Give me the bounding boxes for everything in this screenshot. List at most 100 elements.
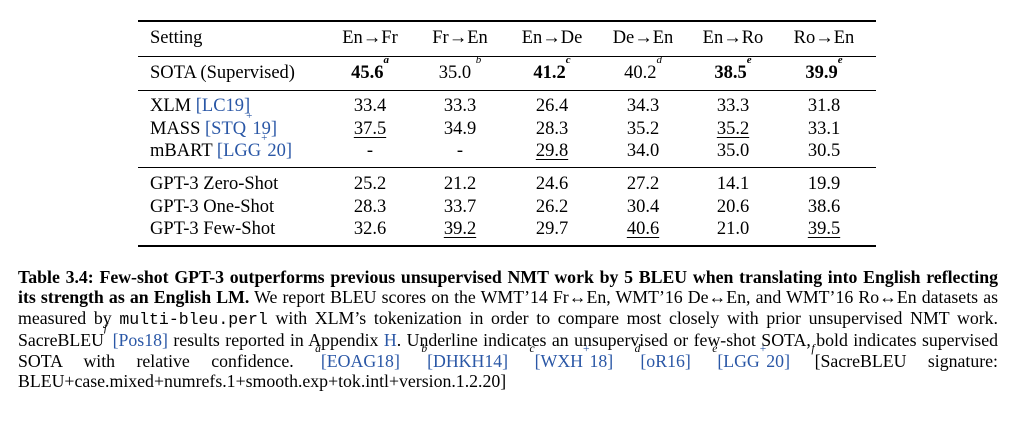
row-name: GPT-3 Few-Shot [150,219,276,239]
header-de-en: De→En [612,28,674,48]
table-cell: 24.6 [512,173,592,195]
table-cell: 21.0 [693,218,773,240]
footnote-marker: d [634,342,641,355]
cell-value: 29.8 [535,141,569,161]
caption-label: Table 3.4: [18,267,94,287]
sota-cell: 39.9e [784,55,864,84]
table-cell: 28.3 [330,196,410,218]
caption-text-3: results reported in Appendix [173,330,379,351]
caption-final-text: [SacreBLEU signature: BLEU+case.mixed+nu… [18,350,999,392]
cell-value: 33.3 [716,96,750,116]
citation-link[interactable]: [Pos18] [112,330,168,351]
header-rule [138,56,876,57]
cell-value: 33.3 [443,96,477,116]
row-name: GPT-3 Zero-Shot [150,174,279,194]
header-en-fr: En→Fr [342,28,398,48]
citation-link[interactable]: [EOAG18] [320,350,400,371]
citation-link[interactable]: [LC19] [195,96,251,116]
appendix-link[interactable]: H [383,330,397,351]
cell-value: 40.6 [626,219,660,239]
table-cell: 37.5 [330,118,410,140]
cell-value: 39.2 [443,219,477,239]
sota-row: SOTA (Supervised) 45.6a 35.0 b 41.2c 40.2d 3… [138,55,876,84]
sota-cell: 38.5e [693,55,773,84]
citation-link[interactable]: [STQ+19] [205,109,278,139]
table-bottom-rule [138,245,876,247]
cell-value: 33.4 [353,96,387,116]
table-top-rule [138,20,876,22]
table-cell: 26.2 [512,196,592,218]
row-name: MASS [150,118,206,139]
table-cell: - [420,140,500,162]
table-cell: 21.2 [420,173,500,195]
row-name: mBART [150,141,217,161]
table-cell: 34.0 [603,140,683,162]
table-row: GPT-3 Zero-Shot 25.2 21.2 24.6 27.2 14.1 19.9 [138,173,876,195]
cell-value: 35.2 [716,118,750,139]
row-label: mBART [LGG+20] [150,132,292,162]
table-cell: 19.9 [784,173,864,195]
table-cell: 27.2 [603,173,683,195]
cell-value: 26.4 [535,96,569,116]
row-label: XLM [LC19] [150,95,250,117]
cell-value: 28.3 [535,118,569,139]
cell-value: 25.2 [353,174,387,194]
table-row: GPT-3 One-Shot 28.3 33.7 26.2 30.4 20.6 38.6 [138,196,876,218]
citation-sup: + [246,109,253,122]
footnote-marker: b [475,54,482,66]
citation-link[interactable]: [WXH+18] [534,342,614,371]
footnote-marker: d [656,54,662,66]
table-cell: 30.4 [603,196,683,218]
table-cell: 25.2 [330,173,410,195]
citation-link[interactable]: [oR16] [640,350,691,371]
citation-link[interactable]: [LGG+20] [216,132,292,162]
cell-value: 32.6 [353,219,387,239]
cell-value: 21.0 [716,219,750,239]
table-cell: 33.3 [420,95,500,117]
cell-value: 31.8 [807,96,841,116]
cell-value: 37.5 [353,118,387,139]
table-cell: 40.6 [603,218,683,240]
sota-cell: 45.6a [330,55,410,84]
cell-value: 38.5 [714,63,747,83]
footnote-marker: b [421,342,428,355]
cell-value: 27.2 [626,174,660,194]
citation-link[interactable]: [LGG+20] [717,342,790,371]
cell-value: 30.4 [626,196,660,217]
footnote-marker: e [712,342,718,355]
sota-rule [138,90,876,91]
cell-value: 41.2 [533,63,566,83]
cell-value: 35.2 [626,118,660,139]
cell-value: 39.5 [807,219,841,239]
citation-sup: + [583,342,590,355]
header-en-ro: En→Ro [702,28,764,48]
cell-value: 34.9 [443,118,477,139]
table-row: MASS [STQ+19] 37.5 34.9 28.3 35.2 35.2 33.1 [138,109,876,140]
header-fr-en: Fr→En [432,28,488,48]
table-row: mBART [LGG+20] - - 29.8 34.0 35.0 30.5 [138,132,876,162]
table-cell: 29.8 [512,140,592,162]
header-en-de: En→De [521,28,583,48]
sota-cell: 40.2d [603,55,683,84]
citation-link[interactable]: [DHKH14] [427,350,509,371]
cell-value: 35.0 [438,63,476,83]
table-cell: - [330,140,410,162]
citation-sup: + [261,132,268,144]
table-cell: 34.3 [603,95,683,117]
footnote-marker: a [383,54,389,66]
table-cell: 31.8 [784,95,864,117]
cell-value: - [366,141,374,161]
row-label: GPT-3 Few-Shot [150,218,275,240]
cell-value: 14.1 [716,174,750,194]
caption-final-sup: f [811,342,815,355]
cell-value: 38.6 [807,196,841,217]
cell-value: 34.3 [626,96,660,116]
header-setting: Setting [150,28,203,48]
table-caption: Table 3.4: Few-shot GPT-3 outperforms pr… [18,267,998,391]
table-cell: 20.6 [693,196,773,218]
cell-value: 30.5 [807,141,841,161]
footnote-marker: c [565,54,571,66]
reference-list: a[EOAG18] b[DHKH14] c[WXH+18] d[oR16] e[… [315,342,811,371]
cell-value: - [456,141,464,161]
cell-value: 35.0 [716,141,750,161]
